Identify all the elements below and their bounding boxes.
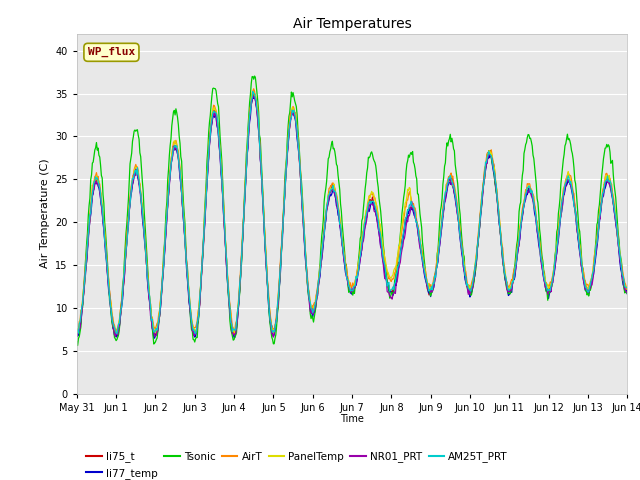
AirT [376,221,384,227]
Title: Air Temperatures: Air Temperatures [292,17,412,31]
X-axis label: Time: Time [340,414,364,424]
PanelTemp [73,327,81,333]
NR01_PRT [450,183,458,189]
NR01_PRT [376,237,384,242]
Line: AM25T_PRT: AM25T_PRT [77,92,627,334]
AirT [395,248,403,254]
AM25T_PRT [395,263,403,268]
AirT [99,204,106,209]
PanelTemp [228,324,236,329]
Tsonic [623,290,631,296]
PanelTemp [99,208,106,214]
li75_t [395,259,403,265]
Tsonic [519,168,527,173]
NR01_PRT [73,334,81,339]
li75_t [73,331,81,336]
li75_t [228,326,236,332]
li77_temp [623,291,631,297]
Tsonic [99,192,107,197]
li77_temp [376,236,384,241]
AirT [519,201,527,207]
Tsonic [450,146,458,152]
NR01_PRT [228,323,236,328]
PanelTemp [376,221,384,227]
li75_t [450,183,458,189]
AirT [228,317,236,323]
Text: WP_flux: WP_flux [88,47,135,58]
li77_temp [519,207,527,213]
Tsonic [228,334,236,339]
NR01_PRT [623,289,631,295]
AM25T_PRT [519,207,527,213]
li75_t [99,205,106,211]
NR01_PRT [99,210,106,216]
Legend: li75_t, li77_temp, Tsonic, AirT, PanelTemp, NR01_PRT, AM25T_PRT: li75_t, li77_temp, Tsonic, AirT, PanelTe… [82,447,512,480]
li77_temp [395,264,403,270]
Line: PanelTemp: PanelTemp [77,92,627,333]
PanelTemp [450,185,458,191]
Tsonic [74,343,81,348]
PanelTemp [269,330,277,336]
li77_temp [228,330,236,336]
PanelTemp [623,285,631,290]
li75_t [519,207,527,213]
AM25T_PRT [113,331,121,336]
AM25T_PRT [228,329,236,335]
AirT [450,179,458,185]
NR01_PRT [519,205,527,211]
li75_t [376,231,384,237]
Y-axis label: Air Temperature (C): Air Temperature (C) [40,159,50,268]
li77_temp [73,333,81,339]
NR01_PRT [395,266,403,272]
NR01_PRT [251,94,259,99]
AM25T_PRT [99,204,106,210]
Line: li77_temp: li77_temp [77,94,627,338]
PanelTemp [395,243,403,249]
li75_t [250,90,257,96]
Tsonic [376,202,384,208]
Tsonic [73,338,81,344]
Line: Tsonic: Tsonic [77,76,627,346]
Tsonic [395,245,403,251]
Line: AirT: AirT [77,89,627,334]
Line: NR01_PRT: NR01_PRT [77,96,627,337]
AirT [623,284,631,289]
li75_t [623,285,631,291]
Tsonic [251,73,259,79]
AM25T_PRT [73,327,81,333]
AM25T_PRT [623,285,631,290]
li77_temp [99,210,106,216]
NR01_PRT [269,334,277,340]
AM25T_PRT [376,228,384,234]
AM25T_PRT [450,183,458,189]
PanelTemp [519,204,527,210]
AirT [230,331,238,337]
li77_temp [151,335,159,341]
AirT [250,86,257,92]
li77_temp [251,91,259,96]
li75_t [113,333,121,339]
li77_temp [450,186,458,192]
PanelTemp [250,89,257,95]
AirT [73,326,81,332]
Line: li75_t: li75_t [77,93,627,336]
AM25T_PRT [249,89,257,95]
